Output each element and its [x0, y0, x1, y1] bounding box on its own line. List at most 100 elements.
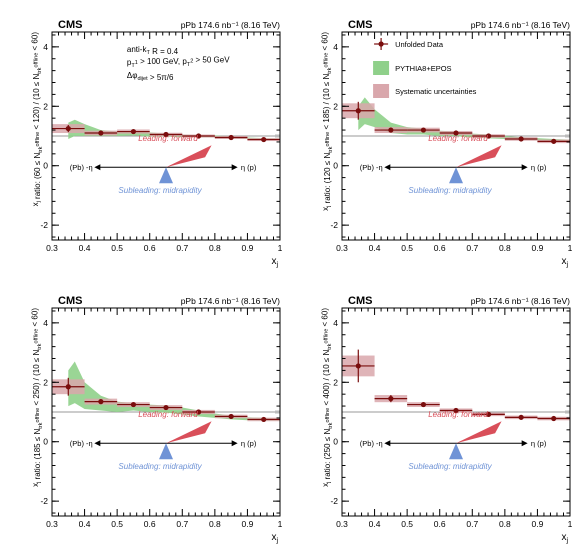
plot-frame: [341, 307, 571, 517]
eta-left-label: (Pb) -η: [360, 163, 383, 172]
plot-area: [52, 361, 280, 423]
normalization-box: [275, 134, 280, 138]
data-point: [485, 133, 492, 139]
leading-label: Leading: forward: [428, 134, 488, 143]
eta-arrow-right: [231, 440, 238, 447]
lumi-label: pPb 174.6 nb⁻¹ (8.16 TeV): [471, 296, 570, 306]
y-axis-label: xj ratio: (120 ≤ Ntrkoffline < 185) / (1…: [321, 32, 334, 211]
plot-area: [342, 349, 570, 422]
x-tick-label: 0.5: [401, 243, 413, 253]
legend-data-label: Unfolded Data: [395, 40, 444, 49]
data-point: [420, 401, 427, 408]
data-point: [388, 396, 394, 402]
x-tick-label: 0.8: [209, 243, 221, 253]
x-tick-label: 0.7: [176, 519, 188, 529]
legend-syst-swatch: [373, 84, 390, 98]
y-tick-label: 2: [43, 101, 48, 111]
subleading-label: Subleading: midrapidity: [118, 462, 202, 471]
plot-frame: [51, 31, 281, 241]
experiment-label: CMS: [58, 19, 82, 31]
leading-jet-cone: [456, 145, 502, 168]
x-tick-label: 0.6: [144, 243, 156, 253]
eta-arrow-left: [94, 440, 101, 447]
subleading-jet-cone: [449, 167, 463, 184]
eta-arrow-left: [94, 164, 101, 171]
x-tick-label: 0.3: [46, 519, 58, 529]
x-tick-label: 0.9: [532, 519, 544, 529]
data-point: [261, 136, 267, 143]
x-tick-label: 0.8: [499, 519, 511, 529]
subleading-jet-cone: [159, 443, 173, 460]
legend-data-marker: [378, 41, 384, 47]
data-point: [163, 404, 169, 411]
y-tick-label: 4: [43, 42, 48, 52]
y-tick-label: 4: [333, 42, 338, 52]
y-tick-label: 0: [43, 437, 48, 447]
x-axis-label: xj: [271, 256, 278, 269]
subleading-label: Subleading: midrapidity: [408, 462, 492, 471]
x-tick-label: 0.4: [79, 519, 91, 529]
x-tick-label: 0.3: [336, 519, 348, 529]
cut-text: pT1 > 100 GeV, pT2 > 50 GeV: [127, 56, 230, 69]
eta-right-label: η (p): [241, 163, 257, 172]
x-tick-label: 0.9: [242, 519, 254, 529]
data-point: [65, 384, 71, 390]
subleading-label: Subleading: midrapidity: [408, 186, 492, 195]
data-point: [65, 125, 71, 132]
x-tick-label: 1: [278, 243, 283, 253]
data-point: [98, 130, 104, 136]
subleading-jet-cone: [159, 167, 173, 184]
x-tick-label: 0.4: [369, 243, 381, 253]
plot-area: [342, 97, 570, 144]
data-point: [228, 134, 234, 141]
eta-arrow-left: [384, 164, 391, 171]
y-tick-label: 0: [43, 161, 48, 171]
plot-frame: [51, 307, 281, 517]
data-point: [195, 133, 202, 139]
data-point: [453, 407, 459, 414]
data-point: [551, 415, 557, 422]
cut-text: anti-kT R = 0.4: [127, 45, 179, 56]
eta-arrow-right: [521, 164, 528, 171]
data-point: [355, 363, 361, 369]
y-tick-label: -2: [40, 220, 48, 230]
x-tick-label: 0.8: [499, 243, 511, 253]
x-axis-label: xj: [561, 256, 568, 269]
lumi-label: pPb 174.6 nb⁻¹ (8.16 TeV): [181, 296, 280, 306]
y-tick-label: 0: [333, 161, 338, 171]
plot-area: [52, 119, 280, 143]
x-tick-label: 0.5: [111, 243, 123, 253]
x-tick-label: 0.6: [144, 519, 156, 529]
data-point: [388, 127, 394, 133]
x-tick-label: 0.5: [401, 519, 413, 529]
panel-1: 0.3 0.4 0.5 0.6 0.7 0.8 0.9 1 -2 0 2 4 CMS pPb 174.6 …: [31, 19, 283, 269]
x-tick-label: 0.3: [46, 243, 58, 253]
panel-2: 0.3 0.4 0.5 0.6 0.7 0.8 0.9 1 -2 0 2 4 CMS pPb 174.6 …: [321, 19, 573, 269]
experiment-label: CMS: [348, 295, 372, 307]
y-axis-label: xj ratio: (185 ≤ Ntrkoffline < 250) / (1…: [31, 308, 44, 487]
data-point: [261, 416, 267, 423]
leading-jet-cone: [166, 421, 212, 444]
data-point: [163, 131, 169, 138]
subleading-jet-cone: [449, 443, 463, 460]
data-point: [518, 136, 524, 142]
x-tick-label: 0.7: [466, 243, 478, 253]
leading-label: Leading: forward: [138, 410, 198, 419]
data-point: [130, 128, 137, 135]
data-point: [228, 413, 234, 420]
x-tick-label: 0.9: [532, 243, 544, 253]
eta-right-label: η (p): [531, 163, 547, 172]
subleading-label: Subleading: midrapidity: [118, 186, 202, 195]
eta-arrow-right: [521, 440, 528, 447]
y-axis-label: xj ratio: (60 ≤ Ntrkoffline < 120) / (10…: [31, 32, 44, 207]
y-tick-label: -2: [330, 220, 338, 230]
y-tick-label: 2: [43, 377, 48, 387]
eta-right-label: η (p): [241, 439, 257, 448]
y-tick-label: -2: [40, 496, 48, 506]
x-tick-label: 0.7: [176, 243, 188, 253]
x-tick-label: 0.6: [434, 243, 446, 253]
data-point: [453, 130, 459, 136]
eta-left-label: (Pb) -η: [70, 163, 93, 172]
x-tick-label: 0.9: [242, 243, 254, 253]
experiment-label: CMS: [348, 19, 372, 31]
